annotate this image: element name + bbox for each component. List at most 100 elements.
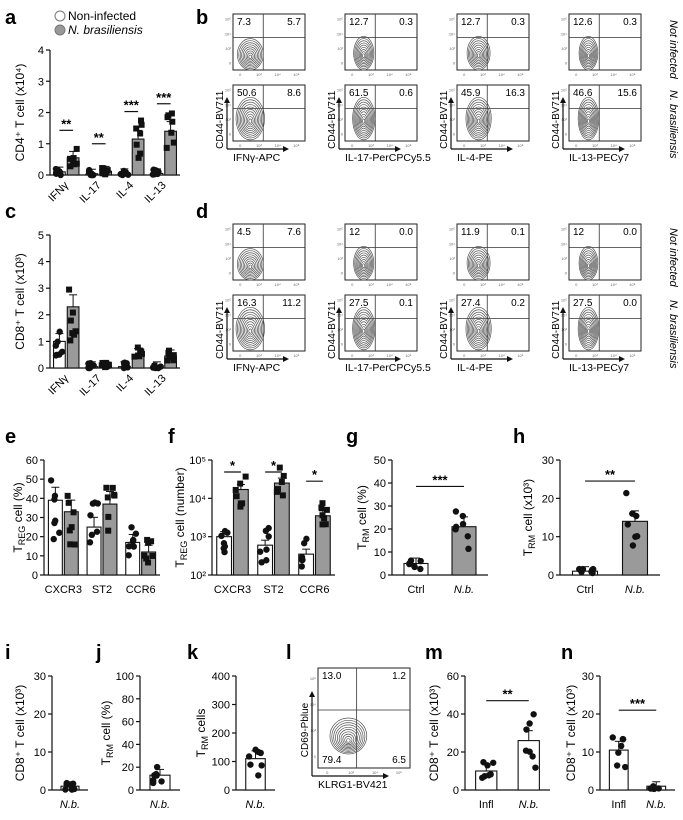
data-point bbox=[119, 171, 126, 179]
contour-line bbox=[468, 38, 490, 69]
quadrant-upper-left: 45.9 bbox=[461, 88, 481, 99]
x-tick-label: 10⁵ bbox=[396, 770, 402, 775]
data-point bbox=[300, 540, 308, 547]
y-tick-label: 20 bbox=[374, 524, 386, 536]
contour-line bbox=[238, 250, 263, 279]
y-tick-label: 3 bbox=[38, 283, 44, 295]
data-point bbox=[99, 359, 106, 366]
data-point bbox=[153, 167, 160, 174]
y-tick-label: 10³ bbox=[225, 46, 231, 51]
x-tick-label: 10³ bbox=[592, 143, 598, 148]
y-tick-label: 10⁵ bbox=[337, 227, 343, 232]
y-tick-label: 10³ bbox=[337, 46, 343, 51]
contour-line bbox=[469, 314, 488, 345]
contour-line bbox=[338, 729, 358, 748]
x-category-label: CXCR3 bbox=[45, 584, 82, 596]
y-tick-label: 10⁴ bbox=[561, 241, 567, 246]
data-point bbox=[263, 557, 270, 564]
data-point bbox=[655, 785, 662, 792]
y-axis-label: CD8⁺ T cell (x10³) bbox=[13, 253, 27, 350]
x-tick-label: 10³ bbox=[368, 353, 374, 358]
x-tick-label: 0 bbox=[575, 143, 578, 148]
x-axis-label: IL-17-PerCPCy5.5 bbox=[345, 362, 431, 374]
x-category-label: IFNγ bbox=[46, 179, 71, 204]
y-tick-label: 2 bbox=[38, 310, 44, 322]
contour-line bbox=[582, 254, 594, 275]
plot-frame bbox=[344, 294, 418, 352]
facs-d-infected-1: 0 0 10³ 10³ 10⁴ 10⁴ 10⁵ 10⁵ 16.3 11.2 IFNγ-APC CD44… bbox=[215, 294, 306, 374]
y-tick-label: 0 bbox=[565, 341, 568, 346]
data-point bbox=[100, 165, 107, 172]
contour-line bbox=[356, 106, 371, 133]
plot-frame bbox=[232, 13, 306, 71]
contour-line bbox=[242, 319, 258, 341]
data-point bbox=[624, 521, 632, 528]
x-tick-label: 10⁵ bbox=[293, 353, 299, 358]
x-tick-label: 10⁴ bbox=[611, 72, 617, 77]
x-tick-label: 10⁵ bbox=[405, 143, 411, 148]
data-point bbox=[237, 503, 244, 510]
data-point bbox=[490, 759, 497, 766]
data-point bbox=[93, 528, 101, 535]
data-point bbox=[633, 533, 641, 540]
data-point bbox=[68, 524, 75, 531]
quadrant-lower-right: 6.5 bbox=[392, 755, 406, 766]
y-tick-label: 10³ bbox=[561, 117, 567, 122]
x-tick-label: 10⁵ bbox=[629, 143, 635, 148]
data-point bbox=[169, 118, 176, 125]
y-axis-label: CD8⁺ T cell (x10³) bbox=[564, 685, 578, 782]
contour-line bbox=[583, 46, 593, 63]
quadrant-upper-left: 12.7 bbox=[349, 17, 369, 28]
contour-line bbox=[242, 109, 258, 131]
quadrant-upper-right: 0.1 bbox=[511, 227, 525, 238]
x-axis-label: IL-4-PE bbox=[457, 362, 493, 374]
contour-line bbox=[578, 246, 599, 281]
quadrant-upper-right: 0.2 bbox=[511, 298, 525, 309]
panel-label-l: l bbox=[286, 642, 292, 664]
contour-line bbox=[586, 51, 591, 60]
bar bbox=[451, 526, 477, 576]
contour-line bbox=[474, 49, 483, 62]
x-tick-label: 0 bbox=[239, 353, 242, 358]
y-tick-label: 0 bbox=[229, 60, 232, 65]
contour-line bbox=[333, 722, 364, 752]
contour-line bbox=[355, 250, 372, 278]
y-tick-label: 10⁴ bbox=[337, 241, 343, 246]
data-point bbox=[321, 515, 328, 522]
data-point bbox=[109, 484, 116, 491]
y-tick-label: 10⁵ bbox=[561, 298, 567, 303]
facs-b-infected-3: 0 0 10³ 10³ 10⁴ 10⁴ 10⁵ 10⁵ 45.9 16.3 IL-4-PE CD44-… bbox=[439, 84, 530, 164]
y-axis-label: TREG cell (number) bbox=[173, 467, 189, 567]
contour-line bbox=[469, 250, 488, 278]
y-tick-label: 10⁵ bbox=[449, 17, 455, 22]
y-arrowhead bbox=[560, 97, 566, 103]
data-point bbox=[67, 337, 74, 344]
y-tick-label: 10 bbox=[26, 551, 38, 563]
quadrant-upper-right: 0.3 bbox=[511, 17, 525, 28]
facs-d-uninfected-4: 0 0 10³ 10³ 10⁴ 10⁴ 10⁵ 10⁵ 12 0.0 bbox=[561, 223, 642, 287]
data-point bbox=[464, 533, 471, 540]
data-point bbox=[138, 348, 145, 355]
quadrant-lower-left: 79.4 bbox=[322, 755, 342, 766]
y-axis-label: CD44-BV711 bbox=[215, 300, 226, 359]
y-tick-label: 20 bbox=[122, 762, 134, 774]
y-tick-label: 0 bbox=[453, 60, 456, 65]
x-tick-label: 10⁴ bbox=[275, 353, 281, 358]
y-tick-label: 10⁵ bbox=[561, 227, 567, 232]
contour-line bbox=[577, 306, 600, 351]
contour-line bbox=[244, 258, 257, 274]
contour-line bbox=[471, 44, 486, 65]
x-tick-label: 10³ bbox=[368, 72, 374, 77]
data-point bbox=[134, 344, 141, 351]
contour-line bbox=[248, 328, 253, 334]
x-category-label: IL-13 bbox=[142, 179, 168, 205]
x-tick-label: 10³ bbox=[480, 353, 486, 358]
chart-i: 0 10 20 30 CD8⁺ T cell (x10³) N.b. bbox=[13, 671, 88, 811]
chart-e: 0 10 20 30 40 50 60 TREG cell (%) CXCR3 ST2 CCR6 bbox=[11, 455, 160, 596]
data-point bbox=[526, 720, 533, 727]
quadrant-upper-right: 0.3 bbox=[399, 17, 413, 28]
y-tick-label: 0 bbox=[229, 341, 232, 346]
contour-line bbox=[476, 53, 481, 58]
